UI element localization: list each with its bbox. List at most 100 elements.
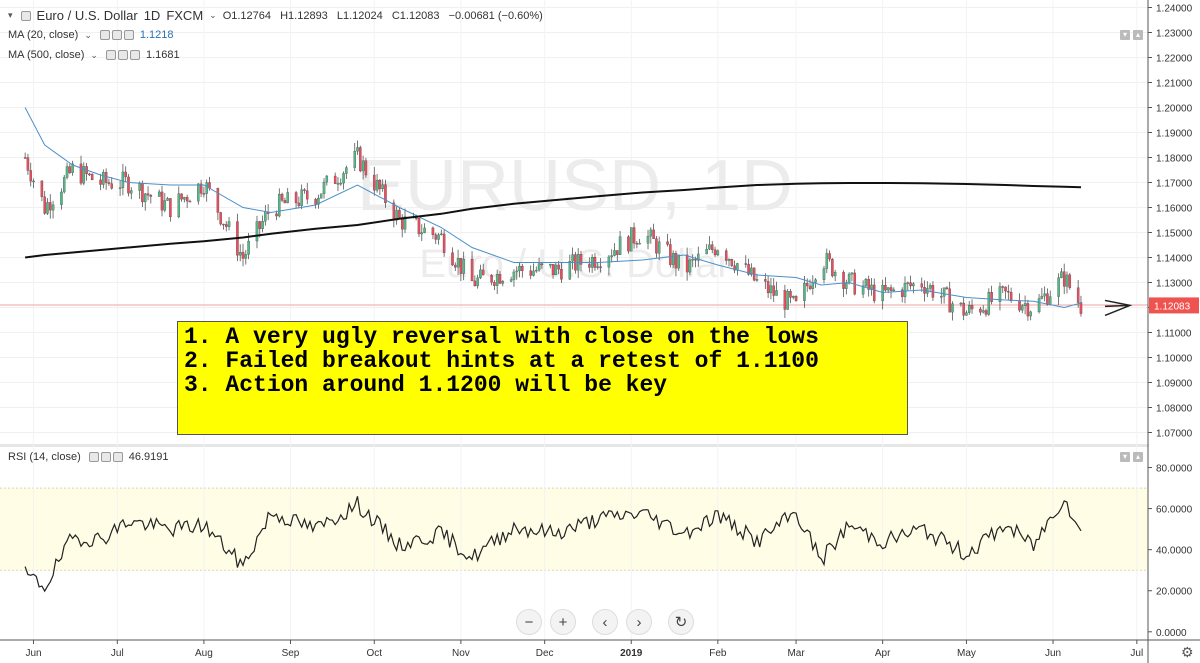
price-axis-bg — [1149, 0, 1200, 663]
candle-body — [766, 281, 770, 294]
candle-body — [498, 274, 502, 284]
symbol-name[interactable]: Euro / U.S. Dollar — [36, 8, 138, 23]
exchange[interactable]: FXCM — [166, 8, 204, 23]
candle-body — [551, 264, 555, 276]
candle-body — [649, 229, 653, 237]
candle-body — [339, 182, 343, 185]
candle-body — [107, 182, 111, 184]
candle-body — [177, 193, 181, 218]
ma20-legend[interactable]: MA (20, close) ⌄ 1.1218 — [8, 29, 174, 41]
candle-body — [202, 193, 206, 195]
candle-body — [118, 187, 122, 189]
candle-body — [850, 272, 854, 275]
candle-body — [509, 279, 513, 282]
candle-body — [512, 271, 516, 280]
close-icon[interactable] — [123, 30, 134, 40]
rsi-y-tick-label: 80.0000 — [1156, 464, 1193, 475]
candle-body — [205, 182, 208, 194]
candle-body — [694, 259, 697, 261]
candle-body — [222, 223, 225, 226]
ma500-value: 1.1681 — [145, 49, 180, 61]
candle-body — [79, 163, 83, 184]
candle-body — [431, 227, 435, 235]
eye-icon[interactable] — [105, 50, 116, 60]
close-icon[interactable] — [129, 50, 140, 60]
eye-icon[interactable] — [88, 452, 99, 462]
y-tick-label: 1.11000 — [1156, 329, 1192, 340]
candle-body — [867, 279, 870, 290]
candle-body — [685, 254, 689, 273]
settings-gear-icon[interactable]: ⚙ — [1181, 644, 1194, 660]
gear-icon[interactable] — [117, 50, 128, 60]
low-value: L1.12024 — [336, 9, 383, 22]
annotation-box[interactable]: 1. A very ugly reversal with close on th… — [177, 321, 908, 435]
watermark-symbol: EURUSD, 1D — [357, 146, 793, 226]
candle-body — [786, 291, 789, 310]
candle-body — [655, 238, 658, 254]
y-tick-label: 1.21000 — [1156, 79, 1193, 90]
candle-body — [535, 269, 538, 272]
chevron-down-icon[interactable]: ⌄ — [209, 10, 217, 20]
candle-body — [967, 305, 971, 313]
zoom-out-button[interactable]: − — [516, 609, 542, 635]
candle-body — [711, 244, 714, 251]
zoom-in-button[interactable]: + — [550, 609, 576, 635]
collapse-icon[interactable]: ▾ — [1120, 30, 1130, 40]
candle-body — [143, 193, 147, 203]
candle-body — [241, 252, 245, 259]
candle-body — [928, 285, 932, 289]
rsi-label: RSI (14, close) — [8, 451, 81, 463]
candle-body — [666, 241, 669, 245]
candle-body — [864, 279, 868, 287]
candle-body — [638, 243, 641, 245]
candle-body — [688, 259, 692, 273]
maximize-icon[interactable]: ▴ — [1133, 452, 1143, 462]
candle-body — [46, 202, 49, 214]
candle-body — [319, 193, 323, 199]
eye-icon[interactable] — [99, 30, 110, 40]
ma500-legend[interactable]: MA (500, close) ⌄ 1.1681 — [8, 49, 180, 61]
candle-body — [727, 259, 731, 261]
candle-body — [750, 267, 753, 275]
gear-icon[interactable] — [100, 452, 111, 462]
rsi-legend[interactable]: RSI (14, close) 46.9191 — [8, 451, 169, 463]
candle-body — [356, 147, 359, 152]
candle-body — [185, 197, 189, 202]
candle-body — [571, 254, 574, 262]
chevron-down-icon[interactable]: ⌄ — [84, 29, 92, 40]
maximize-icon[interactable]: ▴ — [1133, 30, 1143, 40]
candle-body — [906, 282, 910, 284]
candle-body — [1068, 274, 1072, 288]
candle-body — [353, 151, 356, 168]
candle-body — [479, 269, 482, 279]
gear-icon[interactable] — [111, 30, 122, 40]
candle-body — [247, 240, 250, 255]
scroll-right-button[interactable]: › — [626, 609, 652, 635]
visibility-icon[interactable] — [20, 10, 31, 21]
candle-body — [121, 171, 125, 188]
pane-separator — [0, 444, 1200, 447]
candle-body — [744, 263, 748, 265]
candle-body — [322, 181, 326, 194]
collapse-icon[interactable]: ▾ — [1120, 452, 1130, 462]
chevron-down-icon[interactable]: ▾ — [8, 10, 13, 20]
candle-body — [364, 160, 368, 176]
chevron-down-icon[interactable]: ⌄ — [90, 49, 98, 60]
candle-body — [138, 183, 141, 191]
candle-body — [157, 191, 161, 197]
timeframe[interactable]: 1D — [143, 8, 161, 23]
candle-body — [962, 302, 965, 316]
candle-body — [560, 269, 563, 280]
y-tick-label: 1.18000 — [1156, 154, 1193, 165]
candle-body — [845, 283, 848, 289]
candle-body — [294, 192, 298, 204]
candle-body — [842, 272, 845, 289]
scroll-left-button[interactable]: ‹ — [592, 609, 618, 635]
close-icon[interactable] — [112, 452, 123, 462]
candle-body — [442, 233, 446, 253]
candle-body — [1026, 303, 1030, 317]
candle-body — [1007, 290, 1010, 293]
candle-body — [23, 157, 27, 159]
reset-chart-button[interactable]: ↻ — [668, 609, 694, 635]
